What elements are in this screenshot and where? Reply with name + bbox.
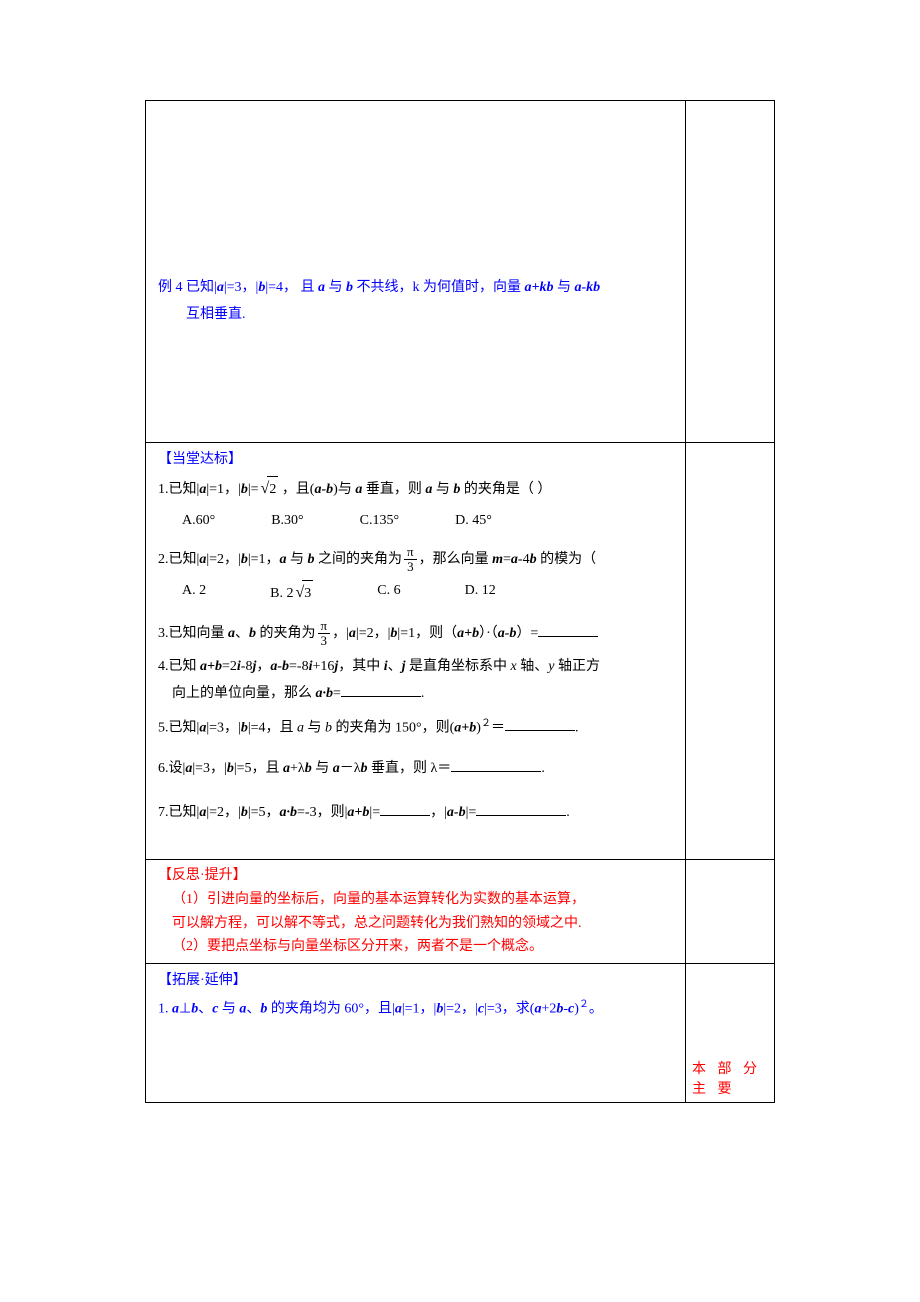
tuozhan-title: 【拓展·延伸】 <box>158 968 673 995</box>
q7-blank2 <box>476 802 566 816</box>
q2-d: D. 12 <box>465 578 496 608</box>
dangtang-content: 【当堂达标】 1.已知|a|=1，|b|=2 ，且(a-b)与 a 垂直，则 a… <box>146 443 686 859</box>
q2: 2.已知|a|=2，|b|=1，a 与 b 之间的夹角为π3，那么向量 m=a-… <box>158 545 673 609</box>
dangtang-side <box>686 443 774 859</box>
q1-b: B.30° <box>271 508 303 535</box>
q7-blank1 <box>380 802 430 816</box>
q3-blank <box>538 623 598 637</box>
q6-blank <box>451 758 541 772</box>
q1-c: C.135° <box>360 508 399 535</box>
section-example4: 例 4 已知|a|=3，|b|=4， 且 a 与 b 不共线，k 为何值时，向量… <box>146 101 774 443</box>
ex4-side <box>686 101 774 442</box>
q1-stem: 1.已知|a|=1，|b|=2 ，且(a-b)与 a 垂直，则 a 与 b 的夹… <box>158 474 673 504</box>
q1-a: A.60° <box>182 508 215 535</box>
q5-blank <box>505 717 575 731</box>
dangtang-bottom-spacer <box>158 837 673 855</box>
q2-stem: 2.已知|a|=2，|b|=1，a 与 b 之间的夹角为π3，那么向量 m=a-… <box>158 545 673 575</box>
dangtang-title: 【当堂达标】 <box>158 447 673 474</box>
fansi-title: 【反思·提升】 <box>158 864 673 888</box>
q6: 6.设|a|=3，|b|=5，且 a+λb 与 a－λb 垂直，则 λ＝. <box>158 756 673 783</box>
example4-content: 例 4 已知|a|=3，|b|=4， 且 a 与 b 不共线，k 为何值时，向量… <box>146 101 686 442</box>
ex4-workspace <box>158 328 673 438</box>
fansi-side <box>686 860 774 963</box>
q2-b: B. 23 <box>270 578 313 608</box>
ex4-l2: 互相垂直. <box>158 302 673 329</box>
top-spacer <box>158 105 673 275</box>
tuozhan-side: 本 部 分 主 要 <box>686 964 774 1102</box>
q5: 5.已知|a|=3，|b|=4，且 a 与 b 的夹角为 150°，则(a+b)… <box>158 714 673 742</box>
example4-text: 例 4 已知|a|=3，|b|=4， 且 a 与 b 不共线，k 为何值时，向量… <box>158 275 673 302</box>
q2-c: C. 6 <box>377 578 400 608</box>
section-dangtang: 【当堂达标】 1.已知|a|=1，|b|=2 ，且(a-b)与 a 垂直，则 a… <box>146 443 774 860</box>
fansi-content: 【反思·提升】 （1）引进向量的坐标后，向量的基本运算转化为实数的基本运算， 可… <box>146 860 686 963</box>
ex4-l1: 例 4 已知|a|=3，|b|=4， 且 a 与 b 不共线，k 为何值时，向量… <box>158 280 600 295</box>
q3: 3.已知向量 a、b 的夹角为π3，|a|=2，|b|=1，则（a+b）·（a-… <box>158 619 673 649</box>
q1: 1.已知|a|=1，|b|=2 ，且(a-b)与 a 垂直，则 a 与 b 的夹… <box>158 474 673 535</box>
q1-d: D. 45° <box>455 508 492 535</box>
fansi-l1: （1）引进向量的坐标后，向量的基本运算转化为实数的基本运算， <box>158 888 673 912</box>
q2-choices: A. 2 B. 23 C. 6 D. 12 <box>158 578 673 608</box>
q4-l1: 4.已知 a+b=2i-8j，a-b=-8i+16j，其中 i、j 是直角坐标系… <box>158 654 673 681</box>
section-fansi: 【反思·提升】 （1）引进向量的坐标后，向量的基本运算转化为实数的基本运算， 可… <box>146 860 774 964</box>
sidenote-text: 本 部 分 主 要 <box>692 1058 768 1098</box>
tuozhan-workspace <box>158 1023 673 1098</box>
q1-choices: A.60° B.30° C.135° D. 45° <box>158 508 673 535</box>
q7: 7.已知|a|=2，|b|=5，a·b=-3，则|a+b|=，|a-b|=. <box>158 800 673 827</box>
tuozhan-content: 【拓展·延伸】 1. a⊥b、c 与 a、b 的夹角均为 60°，且|a|=1，… <box>146 964 686 1102</box>
q2-a: A. 2 <box>182 578 206 608</box>
section-tuozhan: 【拓展·延伸】 1. a⊥b、c 与 a、b 的夹角均为 60°，且|a|=1，… <box>146 964 774 1102</box>
q4-blank <box>341 683 421 697</box>
q4: 4.已知 a+b=2i-8j，a-b=-8i+16j，其中 i、j 是直角坐标系… <box>158 654 673 707</box>
document-border: 例 4 已知|a|=3，|b|=4， 且 a 与 b 不共线，k 为何值时，向量… <box>145 100 775 1103</box>
tuozhan-q1: 1. a⊥b、c 与 a、b 的夹角均为 60°，且|a|=1，|b|=2，|c… <box>158 995 673 1023</box>
q4-l2: 向上的单位向量，那么 a·b=. <box>158 681 673 708</box>
fansi-l2: 可以解方程，可以解不等式，总之问题转化为我们熟知的领域之中. <box>158 912 673 936</box>
fansi-l3: （2）要把点坐标与向量坐标区分开来，两者不是一个概念。 <box>158 935 673 959</box>
